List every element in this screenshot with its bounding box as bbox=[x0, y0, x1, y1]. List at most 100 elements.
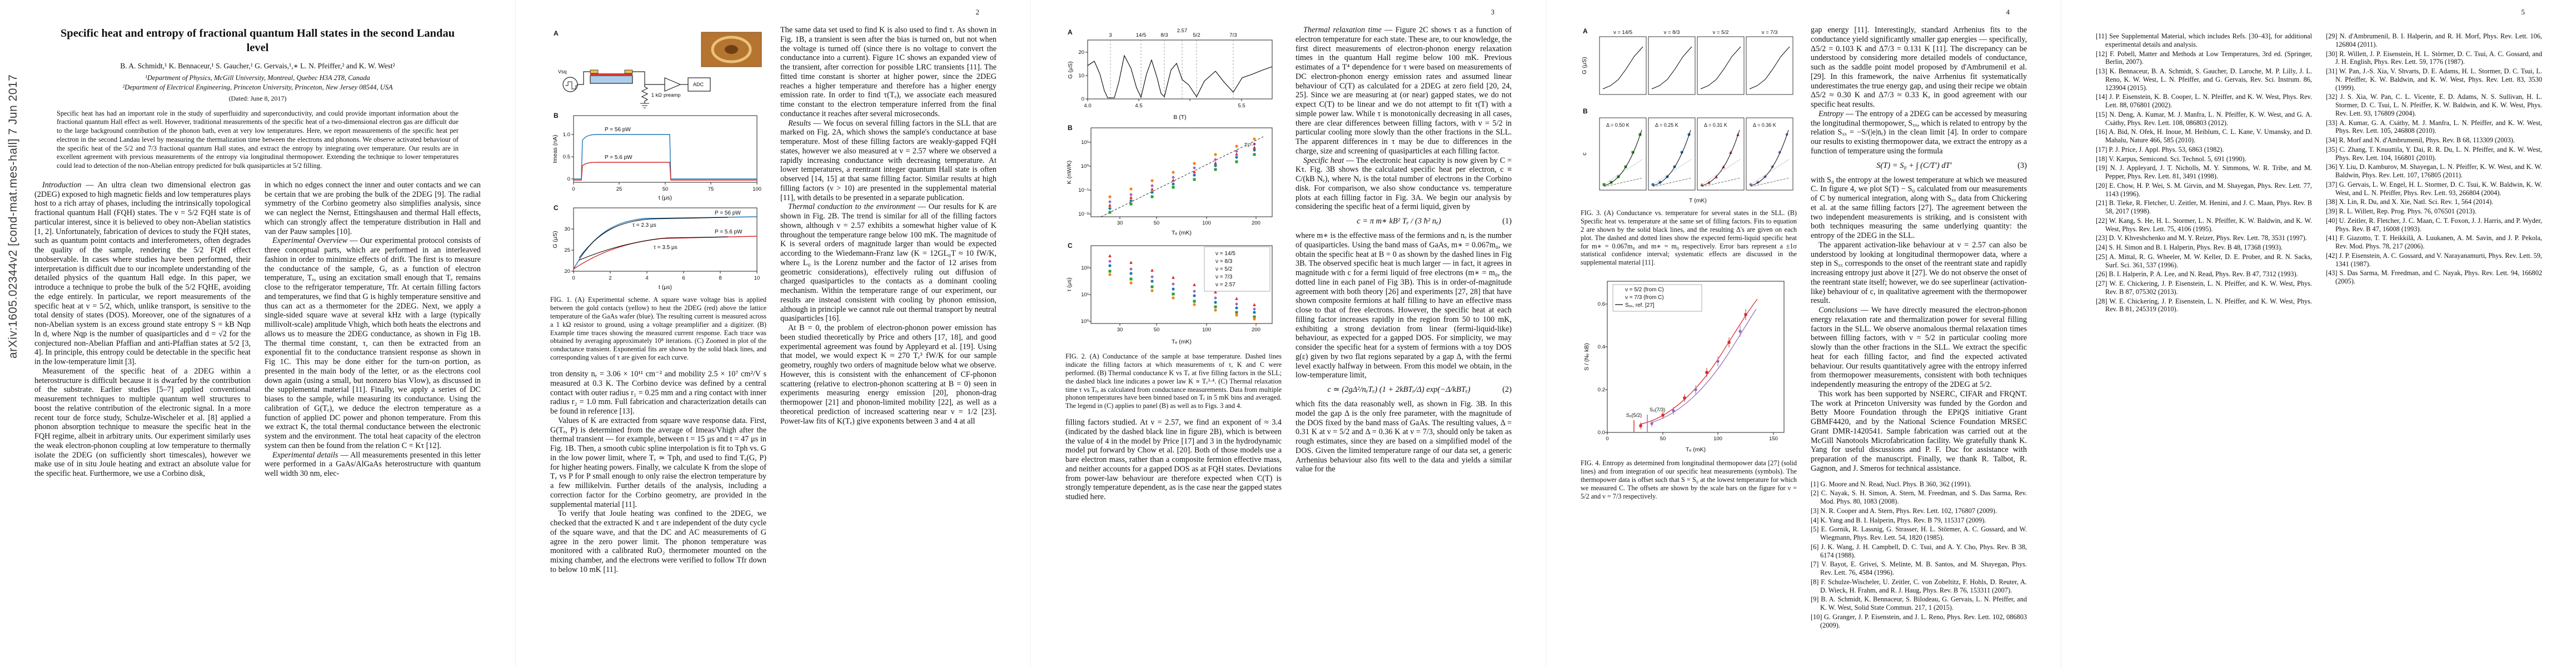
figure-2-panel-a: A 3 14/5 8/3 2.57 5/2 7/3 bbox=[1067, 28, 1273, 121]
tick-label: 10⁰ bbox=[1081, 318, 1089, 325]
trace-low-power bbox=[574, 162, 757, 181]
dated-line: (Dated: June 8, 2017) bbox=[228, 94, 287, 102]
tick-label: 10¹ bbox=[1081, 292, 1089, 298]
reference: [2] C. Nayak, S. H. Simon, A. Stern, M. … bbox=[1811, 489, 2027, 505]
panel-letter: C bbox=[1068, 242, 1073, 250]
page-2: 2 A bbox=[515, 0, 1030, 667]
equation-body: S(T) = S₀ + ∫ (C/T′) dT′ bbox=[1876, 161, 1952, 170]
nu-title: ν = 5/2 bbox=[1713, 29, 1729, 36]
page1-column-left: Introduction — An ultra clean two dimens… bbox=[34, 181, 251, 479]
nu-label: 5/2 bbox=[1193, 32, 1200, 38]
y-axis-label: G (μS) bbox=[1581, 57, 1588, 74]
digitizer-label: ADC bbox=[693, 82, 704, 87]
page-5: 5 [11] See Supplemental Material, which … bbox=[2061, 0, 2576, 667]
reference: [38] X. Lin, R. Du, and X. Xie, Natl. Sc… bbox=[2326, 198, 2494, 206]
y-axis-label: G (μS) bbox=[552, 231, 559, 248]
y-axis-label: G (μS) bbox=[1067, 61, 1074, 78]
series-2-57 bbox=[1108, 137, 1256, 198]
reference: [6] J. K. Wang, J. H. Campbell, D. C. Ts… bbox=[1811, 542, 2027, 559]
reference: [41] F. Giazotto, T. T. Heikkilä, A. Luu… bbox=[2326, 234, 2542, 250]
paragraph: Experimental details — All measurements … bbox=[265, 450, 481, 479]
tick-label: 10⁻² bbox=[1078, 211, 1089, 217]
legend-label: ν = 5/2 (from C) bbox=[1625, 287, 1664, 293]
reference: [21] B. Tieke, R. Fletcher, U. Zeitler, … bbox=[2096, 199, 2312, 215]
tick-label: 50 bbox=[1154, 327, 1160, 333]
tick-label: 100 bbox=[1713, 436, 1722, 442]
transient-high bbox=[573, 216, 758, 270]
tau-label: τ = 2.3 μs bbox=[632, 222, 656, 228]
paragraph: in which no edges connect the inner and … bbox=[265, 180, 481, 236]
nu-title: ν = 14/5 bbox=[1613, 29, 1632, 36]
tick-label: 10⁰ bbox=[1081, 163, 1089, 170]
paragraph: Results — We focus on several filling fa… bbox=[780, 118, 996, 202]
x-axis-label: Tₑ (mK) bbox=[1172, 230, 1192, 236]
fermi-liquid-dotted bbox=[1603, 158, 1790, 185]
page-number: 4 bbox=[2006, 8, 2010, 16]
text-block: which fits the data reasonably well, as … bbox=[1296, 400, 1512, 474]
tick-label: 75 bbox=[708, 186, 714, 192]
panel-letter: C bbox=[554, 204, 559, 212]
page3-column-left: A 3 14/5 8/3 2.57 5/2 7/3 bbox=[1065, 26, 1282, 502]
reference: [8] F. Schulze-Wischeler, U. Zeitler, C.… bbox=[1811, 578, 2027, 594]
figure-4: S₀(5/2) S₀(7/3) ν = 5/2 (from C) ν = 7/3… bbox=[1581, 275, 1797, 500]
reference: [30] R. Willett, J. P. Eisenstein, H. L.… bbox=[2326, 49, 2542, 66]
page-number: 5 bbox=[2521, 8, 2525, 16]
series-label: P = 56 pW bbox=[715, 210, 741, 216]
ticks bbox=[1085, 52, 1242, 101]
panel-letter: B bbox=[554, 112, 559, 120]
equation-number: (1) bbox=[1502, 217, 1512, 226]
fit-low bbox=[579, 236, 729, 261]
y-axis-label: c bbox=[1581, 152, 1588, 155]
preamp-label: preamp bbox=[664, 92, 681, 98]
tick-label: 50 bbox=[662, 186, 669, 192]
legend-label: Sₓₓ, ref. [27] bbox=[1625, 302, 1655, 308]
equation-number: (2) bbox=[1502, 385, 1512, 394]
thermopower-7-3 bbox=[1651, 308, 1757, 423]
series-5-2 bbox=[1108, 146, 1256, 207]
reference: [14] J. P. Eisenstein, K. B. Cooper, L. … bbox=[2096, 93, 2312, 109]
figure-2-panel-b: B Tₑ³·⁴ 30 50 bbox=[1066, 124, 1273, 236]
tick-label: 0.6 bbox=[1598, 301, 1605, 307]
ticks bbox=[1089, 267, 1257, 326]
page3-column-right: Thermal relaxation time — Figure 2C show… bbox=[1296, 26, 1512, 502]
reference: [4] K. Yang and B. I. Halperin, Phys. Re… bbox=[1811, 516, 1986, 524]
gap-label: Δ = 0.25 K bbox=[1655, 122, 1678, 128]
figure-2-caption: FIG. 2. (A) Conductance of the sample at… bbox=[1065, 352, 1282, 410]
reference: [36] Y. Liu, D. Kamburov, M. Shayegan, L… bbox=[2326, 163, 2542, 179]
nu-label: 14/5 bbox=[1136, 32, 1147, 38]
figure-2: A 3 14/5 8/3 2.57 5/2 7/3 bbox=[1065, 27, 1282, 410]
c-series-8-3 bbox=[1651, 133, 1691, 186]
x-axis-label: B (T) bbox=[1173, 114, 1186, 121]
paragraph: To verify that Joule heating was confine… bbox=[550, 509, 766, 574]
figure-2-panel-c: C ν = bbox=[1066, 242, 1273, 345]
reference: [10] G. Granger, J. P. Eisenstein, and J… bbox=[1811, 613, 2027, 629]
tick-label: 0 bbox=[572, 275, 575, 281]
tick-label: 8 bbox=[719, 275, 721, 281]
paragraph: Thermal conduction to the environment — … bbox=[780, 202, 996, 323]
reference: [23] D. V. Khveshchenko and M. Y. Reizer… bbox=[2096, 234, 2307, 242]
transient-low bbox=[573, 236, 758, 270]
c-series-7-3 bbox=[1749, 133, 1788, 186]
fit-high bbox=[579, 217, 729, 258]
tick-label: 30 bbox=[1117, 327, 1123, 333]
reference: [34] R. Morf and N. d'Ambrumenil, Phys. … bbox=[2326, 136, 2515, 144]
gap-fits bbox=[1603, 130, 1789, 186]
gap-label: Δ = 0.50 K bbox=[1606, 122, 1630, 128]
guide-line bbox=[1100, 136, 1264, 217]
paper-title: Specific heat and entropy of fractional … bbox=[60, 27, 455, 54]
series-14-5 bbox=[1108, 153, 1256, 214]
equation-body: c = π m∗ kB² Tₑ / (3 ħ² nₑ) bbox=[1357, 217, 1441, 226]
x-axis-label: t (μs) bbox=[659, 195, 672, 201]
reference: [7] V. Bayot, E. Grivei, S. Melinte, M. … bbox=[1811, 560, 2027, 576]
offset-label: S₀(7/3) bbox=[1650, 407, 1665, 412]
x-axis-label: t (μs) bbox=[659, 284, 672, 291]
paragraph: At B = 0, the problem of electron-phonon… bbox=[780, 323, 996, 426]
y-axis-label: S / (Nₑ kB) bbox=[1583, 343, 1590, 370]
figure-1-panel-a: A bbox=[554, 29, 762, 108]
reference: [13] K. Bennaceur, B. A. Schmidt, S. Gau… bbox=[2096, 67, 2312, 92]
page2-left-text: tron density nₑ = 3.06 × 10¹¹ cm⁻² and m… bbox=[550, 370, 766, 575]
reference: [35] C. Zhang, T. Knuuttila, Y. Dai, R. … bbox=[2326, 145, 2542, 162]
tick-label: 30 bbox=[564, 226, 570, 232]
panel-letter: A bbox=[1583, 27, 1588, 35]
reference: [22] W. Kang, S. He, H. L. Stormer, L. N… bbox=[2096, 216, 2312, 233]
